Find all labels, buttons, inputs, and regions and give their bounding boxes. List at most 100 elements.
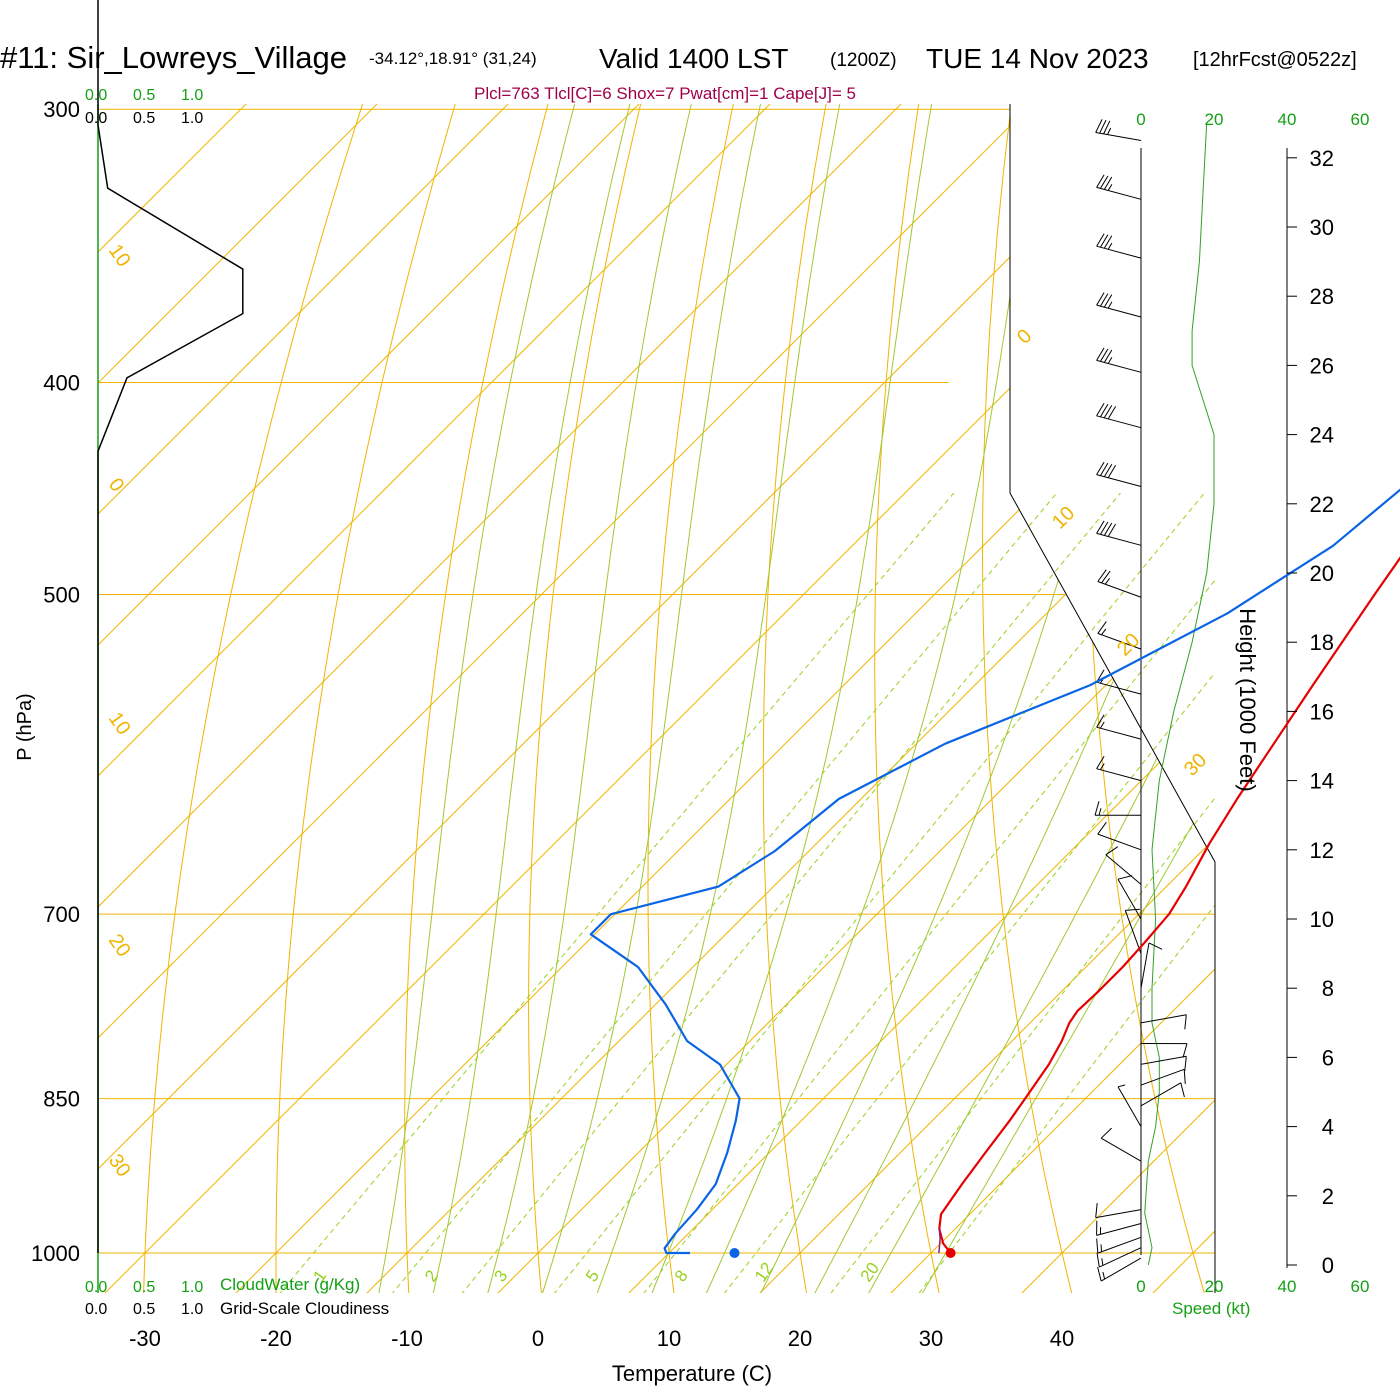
isotherm--40 [98, 104, 1215, 1293]
barb-shaft [1096, 768, 1142, 782]
isotherm--80 [98, 104, 847, 1293]
barb-flag [1107, 406, 1117, 420]
barb-flag [1096, 1252, 1100, 1268]
pressure-tick-700: 700 [43, 902, 80, 927]
dry-adiabat-60 [1187, 104, 1215, 1293]
moist-adiabat-34 [892, 104, 1215, 1293]
barb-flag [1101, 570, 1111, 584]
speed-bottom-0: 0 [1136, 1277, 1145, 1296]
barb-flag [1096, 461, 1105, 475]
speed-bottom-40: 40 [1278, 1277, 1297, 1296]
wind-barb-2 [1096, 1236, 1142, 1254]
barb-flag [1117, 875, 1133, 880]
zulu-time: (1200Z) [830, 50, 897, 71]
barb-shaft [1096, 681, 1142, 695]
isotherm-label-1: 20 [104, 930, 135, 961]
cloudiness-line [97, 0, 244, 1253]
mixing-ratio-label-20: 20 [857, 1259, 883, 1285]
barb-shaft [1097, 632, 1142, 650]
height-tick-2: 2 [1322, 1184, 1334, 1209]
valid-time: Valid 1400 LST [599, 43, 788, 74]
wind-barb-1 [1096, 1247, 1142, 1268]
isotherm--70 [98, 104, 978, 1293]
chart-boundary [1009, 104, 1216, 1293]
pressure-tick-850: 850 [43, 1087, 80, 1112]
speed-top-0: 0 [1136, 110, 1145, 129]
barb-flag [1099, 404, 1109, 418]
height-tick-10: 10 [1310, 907, 1334, 932]
isotherm-40 [971, 104, 1215, 1293]
x-axis-title: Temperature (C) [612, 1361, 772, 1386]
surface-dewpoint-marker [729, 1248, 740, 1258]
barb-half [1107, 301, 1113, 309]
speed-bottom-60: 60 [1351, 1277, 1370, 1296]
barb-flag [1097, 621, 1107, 634]
isotherm-lines [98, 104, 1215, 1293]
cloudiness-bottom-1: 0.5 [133, 1301, 155, 1318]
height-tick-4: 4 [1322, 1115, 1334, 1140]
wind-barb-30 [1095, 119, 1142, 141]
barb-flag [1184, 1014, 1187, 1030]
barb-half [1099, 763, 1105, 770]
barb-flag [1096, 755, 1105, 769]
barb-flag [1103, 235, 1113, 249]
barb-shaft [1117, 878, 1142, 920]
barb-flag [1103, 176, 1113, 190]
isotherm--110 [98, 104, 454, 1293]
wind-barb-11 [1140, 1014, 1187, 1030]
wind-barb-17 [1094, 801, 1141, 816]
barb-half [1107, 184, 1113, 191]
speed-top-40: 40 [1278, 110, 1297, 129]
height-tick-14: 14 [1310, 769, 1334, 794]
moist-adiabat-22 [735, 104, 1196, 1293]
barb-shaft [1095, 1209, 1142, 1219]
barb-flag [1096, 347, 1105, 361]
isotherm-label-2: 10 [104, 708, 135, 739]
cloudwater-label: CloudWater (g/Kg) [220, 1275, 360, 1294]
barb-shaft [1096, 474, 1142, 487]
height-tick-6: 6 [1322, 1045, 1334, 1070]
barb-flag [1100, 1127, 1112, 1139]
temp-tick-10: 10 [657, 1326, 681, 1351]
height-axis-title: Height (1000 Feet) [1235, 608, 1260, 791]
isotherm--30 [98, 104, 1215, 1293]
cloudiness-bottom-0: 0.0 [85, 1301, 107, 1318]
isotherm--100 [98, 104, 585, 1293]
cloudiness-label: Grid-Scale Cloudiness [220, 1299, 389, 1318]
pressure-tick-300: 300 [43, 97, 80, 122]
speed-top-60: 60 [1351, 110, 1370, 129]
isotherm-10 [578, 104, 1215, 1293]
wind-barb-18 [1096, 755, 1142, 782]
wind-speed-profile [1144, 123, 1215, 1266]
barb-flag [1184, 1056, 1187, 1071]
dry-adiabat-20 [762, 104, 870, 1293]
barb-shaft [1096, 304, 1142, 318]
mixing-ratio-3 [461, 493, 1122, 1293]
barb-flag [1182, 1043, 1188, 1058]
barb-flag [1103, 522, 1113, 536]
dry-adiabat-40 [981, 104, 1086, 1293]
isotherm-label-7: 20 [1113, 629, 1144, 660]
moist-adiabat-30 [840, 104, 1215, 1293]
barb-flag [1096, 233, 1105, 247]
isotherm--50 [98, 104, 1215, 1293]
mixing-ratio-20 [830, 797, 1215, 1293]
dewpoint-line [589, 488, 1400, 1255]
mixing-ratio-label-8: 8 [671, 1267, 692, 1286]
barb-flag [1097, 822, 1107, 835]
barb-shaft [1096, 359, 1142, 373]
wind-barb-0 [1097, 1257, 1142, 1282]
barb-flag [1094, 801, 1100, 816]
isobar-lines [98, 108, 1215, 1254]
barb-flag [1096, 403, 1105, 417]
barb-flag [1107, 464, 1117, 478]
barb-flag [1099, 293, 1109, 307]
temp-tick-30: 30 [919, 1326, 943, 1351]
barb-flag [1097, 569, 1107, 582]
isotherm-label-8: 30 [1180, 749, 1211, 780]
wind-barb-12 [1140, 942, 1163, 989]
barb-flag [1099, 119, 1107, 134]
parcel-segment [938, 1228, 941, 1254]
wind-barb-28 [1096, 233, 1142, 259]
speed-bottom-20: 20 [1205, 1277, 1224, 1296]
